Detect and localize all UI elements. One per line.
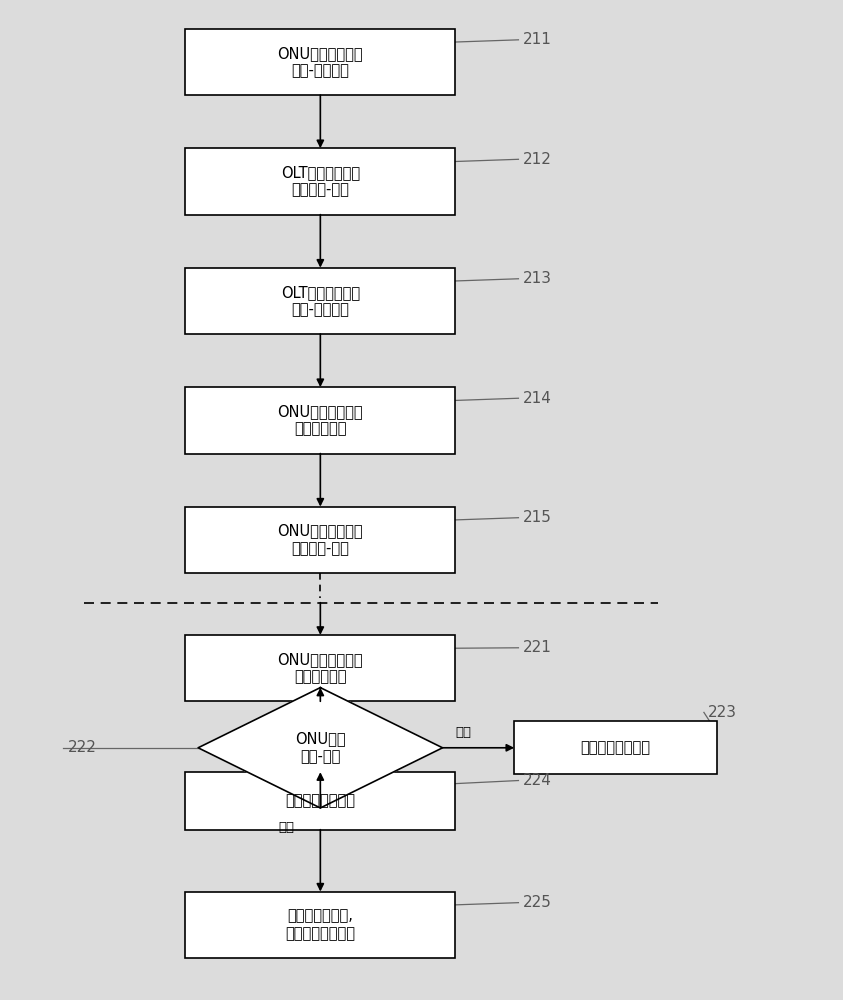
- Text: 失败: 失败: [455, 726, 471, 739]
- Text: 215: 215: [523, 510, 551, 525]
- FancyBboxPatch shape: [185, 507, 455, 573]
- Text: ONU查询
地址-标识: ONU查询 地址-标识: [295, 732, 346, 764]
- Text: 222: 222: [67, 740, 96, 755]
- Text: 数据不可网络编码: 数据不可网络编码: [580, 740, 651, 755]
- Text: 214: 214: [523, 391, 551, 406]
- Text: 212: 212: [523, 152, 551, 167]
- Text: 211: 211: [523, 32, 551, 47]
- Text: ONU根据接收数据
学习地址-标识: ONU根据接收数据 学习地址-标识: [277, 524, 363, 556]
- FancyBboxPatch shape: [185, 29, 455, 95]
- FancyBboxPatch shape: [185, 387, 455, 454]
- Text: 213: 213: [523, 271, 551, 286]
- FancyBboxPatch shape: [185, 635, 455, 701]
- Text: ONU接收下行数据
选择本地标识: ONU接收下行数据 选择本地标识: [277, 404, 363, 437]
- FancyBboxPatch shape: [185, 148, 455, 215]
- Text: 224: 224: [523, 773, 551, 788]
- FancyBboxPatch shape: [185, 892, 455, 958]
- FancyBboxPatch shape: [185, 772, 455, 830]
- FancyBboxPatch shape: [185, 268, 455, 334]
- Text: 根据定义的规则,
选择网络编码数据: 根据定义的规则, 选择网络编码数据: [285, 909, 356, 941]
- FancyBboxPatch shape: [514, 721, 717, 774]
- Text: ONU提取上行数据
目的主机地址: ONU提取上行数据 目的主机地址: [277, 652, 363, 684]
- Text: 225: 225: [523, 895, 551, 910]
- Text: 223: 223: [708, 705, 737, 720]
- Text: 221: 221: [523, 640, 551, 655]
- Text: OLT接收上行数据
学习地址-标识: OLT接收上行数据 学习地址-标识: [281, 165, 360, 198]
- Text: 数据可以网络编码: 数据可以网络编码: [285, 793, 356, 808]
- Text: 成功: 成功: [279, 821, 294, 834]
- Text: OLT下行发送数据
标识-地址对应: OLT下行发送数据 标识-地址对应: [281, 285, 360, 317]
- Polygon shape: [198, 688, 443, 808]
- Text: ONU上行发送数据
标识-地址对应: ONU上行发送数据 标识-地址对应: [277, 46, 363, 78]
